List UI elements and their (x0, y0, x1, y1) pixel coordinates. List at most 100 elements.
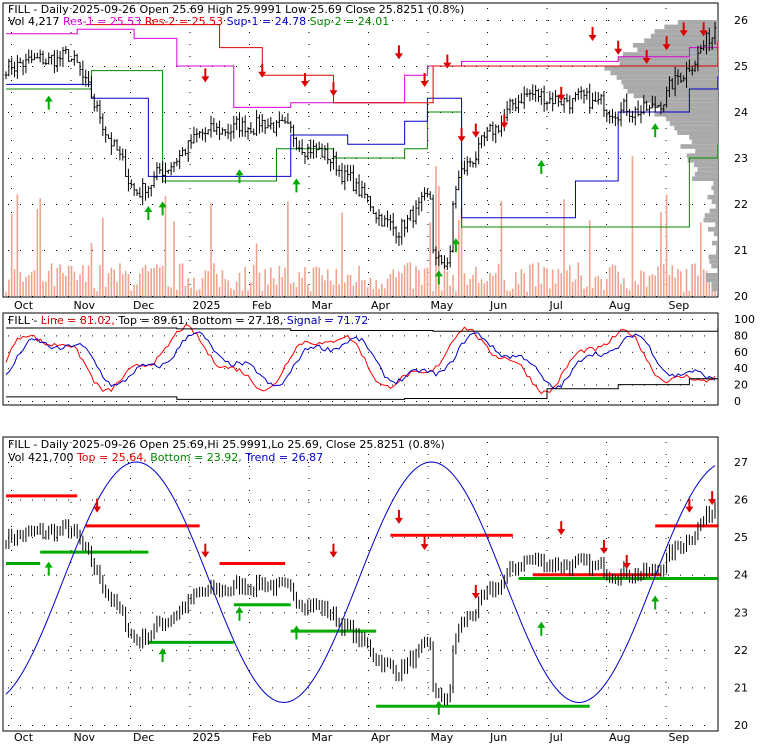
grid-dot (596, 384, 597, 386)
grid-dot (296, 499, 297, 501)
grid-dot (200, 296, 201, 297)
up-arrow-head (44, 95, 53, 102)
profile-bar (708, 254, 718, 260)
grid-dot (620, 351, 621, 353)
grid-dot (56, 296, 57, 297)
volume-bar (477, 282, 480, 296)
grid-dot (176, 574, 177, 576)
grid-dot (428, 537, 429, 539)
grid-dot (572, 335, 573, 337)
grid-dot (140, 204, 141, 205)
grid-dot (656, 462, 657, 463)
grid-dot (20, 335, 21, 337)
volume-bar (660, 211, 662, 296)
grid-dot (524, 158, 525, 159)
grid-dot (512, 612, 513, 614)
grid-dot (249, 224, 250, 225)
grid-dot (104, 158, 105, 159)
grid-dot (606, 164, 607, 165)
grid-dot (487, 152, 488, 153)
grid-dot (92, 401, 93, 402)
volume-bar (705, 271, 708, 296)
grid-dot (524, 649, 525, 651)
grid-dot (440, 384, 441, 386)
grid-dot (548, 462, 549, 463)
grid-dot (488, 537, 489, 539)
down-arrow-head (662, 44, 671, 51)
grid-dot (404, 384, 405, 386)
grid-dot (427, 670, 429, 671)
grid-dot (644, 319, 645, 320)
profile-bar (697, 167, 718, 172)
grid-dot (692, 574, 693, 576)
volume-bar (665, 194, 668, 296)
grid-dot (427, 466, 429, 467)
grid-dot (487, 56, 488, 57)
grid-dot (572, 158, 573, 159)
grid-dot (368, 612, 369, 614)
volume-bar (526, 291, 528, 296)
grid-dot (104, 112, 105, 113)
grid-dot (488, 112, 489, 113)
grid-dot (656, 319, 657, 320)
grid-dot (392, 20, 393, 21)
profile-bar (715, 204, 718, 209)
grid-dot (584, 158, 585, 159)
grid-dot (272, 250, 273, 251)
volume-bars (5, 156, 716, 296)
grid-dot (260, 204, 261, 205)
grid-dot (356, 725, 357, 726)
volume-bar (255, 243, 258, 296)
grid-dot (189, 200, 191, 201)
grid-dot (488, 204, 489, 205)
grid-dot (8, 335, 9, 337)
grid-dot (70, 104, 72, 105)
grid-dot (320, 401, 321, 402)
grid-dot (546, 32, 548, 33)
trend-tick-label: 23 (734, 606, 748, 619)
grid-dot (11, 586, 12, 587)
grid-dot (116, 335, 117, 337)
grid-dot (668, 158, 669, 159)
up-arrow-head (537, 160, 546, 166)
grid-dot (189, 586, 191, 587)
grid-dot (164, 401, 165, 402)
grid-dot (487, 490, 488, 491)
grid-dot (416, 112, 417, 113)
grid-dot (428, 612, 429, 614)
grid-dot (92, 112, 93, 113)
grid-dot (164, 335, 165, 337)
grid-dot (487, 670, 488, 671)
grid-dot (416, 687, 417, 689)
grid-dot (8, 250, 9, 251)
grid-dot (596, 20, 597, 21)
grid-dot (380, 499, 381, 501)
grid-dot (488, 296, 489, 297)
grid-dot (20, 401, 21, 402)
grid-dot (524, 687, 525, 689)
grid-dot (140, 66, 141, 67)
grid-dot (308, 248, 310, 249)
grid-dot (152, 351, 153, 353)
grid-dot (249, 466, 250, 467)
grid-dot (632, 20, 633, 21)
month-tick-label: Mar (312, 731, 333, 744)
profile-bar (650, 33, 718, 39)
grid-dot (380, 384, 381, 386)
volume-bar (104, 286, 107, 296)
profile-bar (654, 112, 718, 117)
volume-bar (181, 263, 184, 296)
grid-dot (248, 499, 249, 501)
grid-dot (548, 725, 549, 726)
volume-bar (187, 277, 190, 296)
trend-price-bars (5, 501, 716, 706)
grid-dot (487, 200, 488, 201)
grid-dot (644, 401, 645, 402)
grid-dot (130, 634, 131, 635)
grid-dot (620, 158, 621, 159)
grid-dot (392, 574, 393, 576)
grid-dot (440, 725, 441, 726)
volume-bar (19, 272, 22, 296)
grid-dot (189, 610, 191, 611)
grid-dot (130, 538, 131, 539)
